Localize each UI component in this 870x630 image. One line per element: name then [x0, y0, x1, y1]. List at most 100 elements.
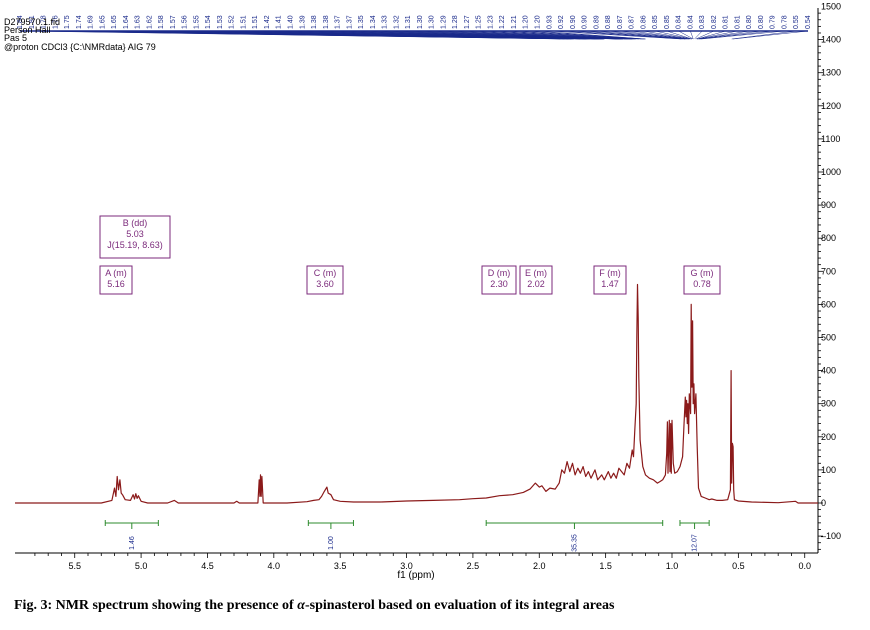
peak-list-value: 0.55	[793, 15, 800, 29]
y-tick-label: 1300	[821, 68, 841, 78]
x-tick-label: 4.5	[201, 561, 214, 571]
peak-list-value: 1.30	[417, 15, 424, 29]
peak-list-value: 1.58	[158, 15, 165, 29]
peak-label-shift: 2.02	[527, 279, 545, 289]
peak-list-value: 0.88	[605, 15, 612, 29]
peak-list-value: 1.22	[499, 15, 506, 29]
peak-list-leader	[690, 30, 694, 40]
peak-list-value: 0.92	[558, 15, 565, 29]
peak-list-value: 1.51	[240, 15, 247, 29]
peak-list-leader	[596, 30, 687, 40]
x-axis-ticks: 5.5 5.0 4.5 4.0 3.5 3.0 2.5 2.0 1.5 1.0 0.5 0.0	[34, 553, 811, 571]
peak-list-item: 0.87	[617, 15, 690, 40]
integral-region: 1.46	[104, 520, 159, 550]
peak-list-value: 0.54	[805, 15, 812, 29]
peak-list-value: 0.81	[723, 15, 730, 29]
peak-list-annotations: 1.84 1.81 1.78 1.76 1.75 1.74 1.69 1.65 1.65 1.64…	[17, 15, 812, 40]
y-tick-label: 600	[821, 299, 836, 309]
peak-label-name: C (m)	[314, 268, 337, 278]
peak-list-item: 0.85	[664, 15, 692, 40]
peak-list-leader	[560, 30, 683, 40]
integral-regions: 1.46 1.00 35.35 12.07	[104, 520, 710, 552]
peak-list-value: 1.20	[523, 15, 530, 29]
peak-list-item: 0.78	[701, 15, 788, 40]
header-pas: Pas 5	[4, 33, 28, 43]
peak-list-leader	[619, 30, 690, 40]
peak-label-shift: 2.30	[490, 279, 508, 289]
peak-list-item: 0.92	[558, 15, 683, 40]
y-tick-label: 500	[821, 333, 836, 343]
y-tick-label: 800	[821, 233, 836, 243]
peak-list-value: 1.78	[41, 15, 48, 29]
peak-label: A (m)5.16	[99, 265, 133, 295]
y-tick-label: 200	[821, 432, 836, 442]
peak-list-value: 1.69	[88, 15, 95, 29]
peak-list-value: 1.42	[264, 15, 271, 29]
peak-label-box	[99, 265, 133, 295]
peak-list-value: 1.32	[393, 15, 400, 29]
y-tick-label: 300	[821, 399, 836, 409]
peak-list-leader	[584, 30, 686, 40]
x-tick-label: 1.0	[666, 561, 679, 571]
peak-list-value: 1.53	[217, 15, 224, 29]
peak-list-value: 1.75	[64, 15, 71, 29]
peak-list-leader	[666, 30, 692, 40]
peak-list-value: 1.29	[440, 15, 447, 29]
peak-list-leader	[698, 30, 761, 40]
peak-list-value: 1.39	[299, 15, 306, 29]
peak-label-shift: 0.78	[693, 279, 711, 289]
integral-value: 12.07	[692, 534, 699, 552]
peak-list-value: 0.80	[746, 15, 753, 29]
peak-list-item: 0.79	[699, 15, 777, 40]
peak-list-value: 1.37	[335, 15, 342, 29]
peak-list-value: 1.63	[135, 15, 142, 29]
caption-suffix: -spinasterol based on evaluation of its …	[304, 598, 615, 613]
x-tick-label: 3.0	[400, 561, 413, 571]
x-tick-label: 0.0	[798, 561, 811, 571]
header-person: Person Hall	[4, 25, 51, 35]
peak-list-value: 0.87	[629, 15, 636, 29]
x-tick-label: 5.0	[135, 561, 148, 571]
peak-list-value: 1.54	[205, 15, 212, 29]
y-tick-label: 1100	[821, 134, 840, 144]
peak-list-leader	[697, 30, 738, 40]
peak-label: E (m)2.02	[519, 265, 553, 295]
y-axis-ticks: –100 0 100 200 300 400 500 600 700 800 900 1000 1100…	[818, 2, 841, 550]
peak-list-item: 0.83	[694, 15, 706, 40]
peak-label: G (m)0.78	[683, 265, 721, 295]
y-tick-label: 1400	[821, 35, 841, 45]
peak-label-box	[593, 265, 627, 295]
peak-list-value: 1.20	[534, 15, 541, 29]
header-experiment: @proton CDCl3 {C:\NMRdata} AIG 79	[4, 42, 156, 52]
peak-list-value: 1.40	[288, 15, 295, 29]
peak-label-name: F (m)	[599, 268, 621, 278]
x-tick-label: 0.5	[732, 561, 745, 571]
peak-label-box	[481, 265, 517, 295]
x-tick-label: 5.5	[68, 561, 81, 571]
peak-list-value: 0.80	[758, 15, 765, 29]
peak-label-shift: 5.03	[126, 229, 144, 239]
peak-list-item: 0.84	[687, 15, 694, 40]
peak-list-leader	[697, 30, 726, 40]
x-tick-label: 2.0	[533, 561, 546, 571]
peak-list-leader	[643, 30, 691, 40]
y-tick-label: 1500	[821, 2, 841, 12]
peak-list-value: 0.82	[711, 15, 718, 29]
peak-list-value: 1.84	[17, 15, 24, 29]
peak-list-value: 1.65	[111, 15, 118, 29]
y-tick-label: 100	[821, 465, 836, 475]
peak-list-value: 0.90	[570, 15, 577, 29]
peak-list-value: 1.33	[382, 15, 389, 29]
peak-list-leader	[731, 30, 797, 40]
peak-label: B (dd)5.03J(15.19, 8.63)	[99, 215, 171, 259]
peak-list-value: 0.85	[664, 15, 671, 29]
peak-label-shift: 1.47	[601, 279, 619, 289]
peak-list-value: 1.35	[358, 15, 365, 29]
y-tick-label: 700	[821, 266, 836, 276]
peak-list-item: 0.85	[652, 15, 692, 40]
y-tick-label: 1200	[821, 101, 841, 111]
peak-list-value: 1.74	[76, 15, 83, 29]
integral-region: 1.00	[307, 520, 354, 550]
peak-list-leader	[733, 30, 809, 40]
peak-list-value: 1.30	[429, 15, 436, 29]
